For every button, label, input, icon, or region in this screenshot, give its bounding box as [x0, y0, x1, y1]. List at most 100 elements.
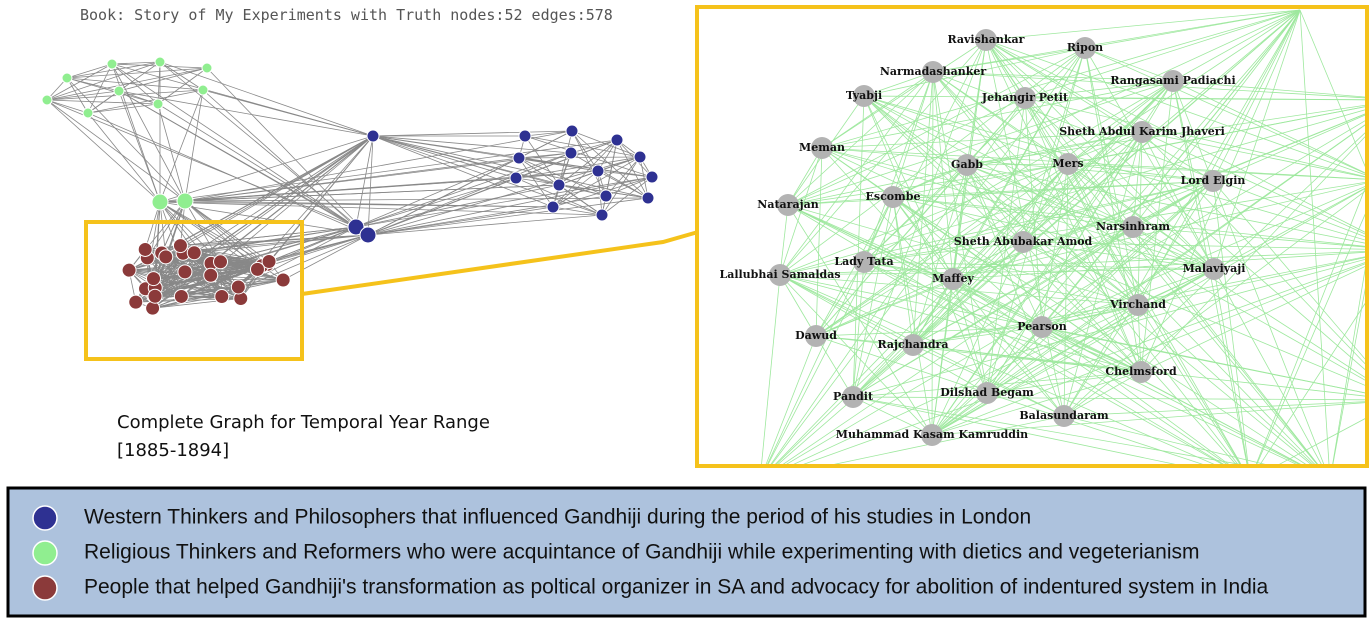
edge	[863, 47, 1086, 97]
edge	[558, 184, 607, 197]
edge	[892, 196, 1215, 270]
edge	[372, 130, 573, 137]
edge	[524, 130, 573, 137]
edge	[931, 9, 1301, 436]
edge	[952, 182, 1366, 280]
edge	[821, 147, 1366, 180]
edge	[184, 177, 517, 202]
edge	[912, 163, 1069, 346]
edge	[367, 135, 374, 236]
node-label: Narsinhram	[1096, 220, 1170, 233]
edge	[154, 269, 258, 297]
edge	[1132, 9, 1301, 228]
node-label: Dawud	[795, 329, 837, 342]
edge	[774, 80, 1174, 465]
edge	[46, 61, 161, 101]
edge	[66, 77, 89, 114]
edge	[912, 344, 1065, 417]
edge	[1277, 417, 1366, 465]
edge	[1137, 304, 1315, 465]
edge	[1172, 80, 1325, 465]
node-label: Tyabji	[846, 89, 882, 102]
edge	[912, 226, 1134, 346]
edge	[1022, 241, 1366, 250]
node	[853, 85, 875, 107]
edge	[787, 204, 1142, 373]
edge	[985, 39, 1214, 182]
node	[41, 94, 53, 106]
edge	[87, 103, 159, 114]
edge	[184, 130, 573, 202]
edge	[952, 251, 1366, 280]
edge	[863, 71, 934, 97]
node	[842, 386, 864, 408]
node-label: Maffey	[932, 272, 974, 285]
node	[1057, 153, 1079, 175]
node	[902, 334, 924, 356]
edge	[815, 335, 1142, 373]
node	[347, 218, 365, 236]
full-graph	[41, 56, 659, 316]
edge	[892, 196, 1366, 247]
node	[154, 56, 166, 68]
legend-label: Religious Thinkers and Reformers who wer…	[84, 541, 1200, 564]
edge	[180, 135, 374, 246]
node-label: Jehangir Petit	[981, 91, 1069, 104]
node	[645, 170, 659, 184]
caption: [1885-1894]	[117, 440, 229, 461]
edge	[597, 170, 653, 178]
edge	[892, 196, 1065, 417]
zoom-graph: Ravishankar Ripon Narmadashanker Rangasami …	[719, 9, 1366, 465]
edge	[815, 335, 854, 398]
edge	[985, 39, 1366, 176]
edge	[952, 278, 1229, 465]
node	[811, 137, 833, 159]
edge	[1063, 371, 1142, 417]
edge	[1256, 211, 1366, 465]
node-label: Rangasami Padiachi	[1110, 74, 1235, 87]
edge	[863, 95, 1142, 373]
edge	[1024, 97, 1043, 328]
edge	[966, 163, 1069, 166]
node	[591, 164, 605, 178]
edge	[815, 241, 1024, 337]
edge	[931, 402, 1366, 436]
edge	[787, 80, 1174, 206]
edge	[46, 99, 89, 114]
edge	[184, 184, 560, 202]
node	[146, 271, 162, 287]
edge	[985, 39, 1143, 133]
node	[275, 272, 291, 288]
edge	[1024, 97, 1142, 373]
edge	[1172, 9, 1301, 82]
edge	[515, 156, 641, 179]
edge	[372, 135, 603, 216]
edge	[912, 326, 1043, 346]
edge	[892, 196, 933, 436]
node	[942, 268, 964, 290]
node	[1202, 170, 1224, 192]
edge	[761, 274, 781, 465]
edge	[852, 396, 933, 436]
node	[1162, 70, 1184, 92]
edge	[571, 130, 649, 199]
node	[599, 189, 613, 203]
edge	[852, 371, 1142, 398]
node-label: Rajchandra	[878, 338, 949, 351]
edge	[931, 371, 1142, 436]
node	[61, 72, 73, 84]
node	[956, 154, 978, 176]
edge	[1212, 180, 1366, 361]
node	[176, 192, 194, 210]
node	[213, 254, 229, 270]
node	[151, 193, 169, 211]
edge	[194, 234, 369, 254]
edge	[985, 39, 1366, 234]
edge	[1024, 97, 1366, 178]
node-label: Malaviyaji	[1183, 262, 1246, 275]
node-label: Sheth Abdul Karim Jhaveri	[1059, 125, 1225, 138]
edge	[966, 164, 1024, 243]
edge	[518, 152, 572, 159]
edge	[863, 180, 1214, 263]
node-label: Balasundaram	[1019, 409, 1109, 422]
